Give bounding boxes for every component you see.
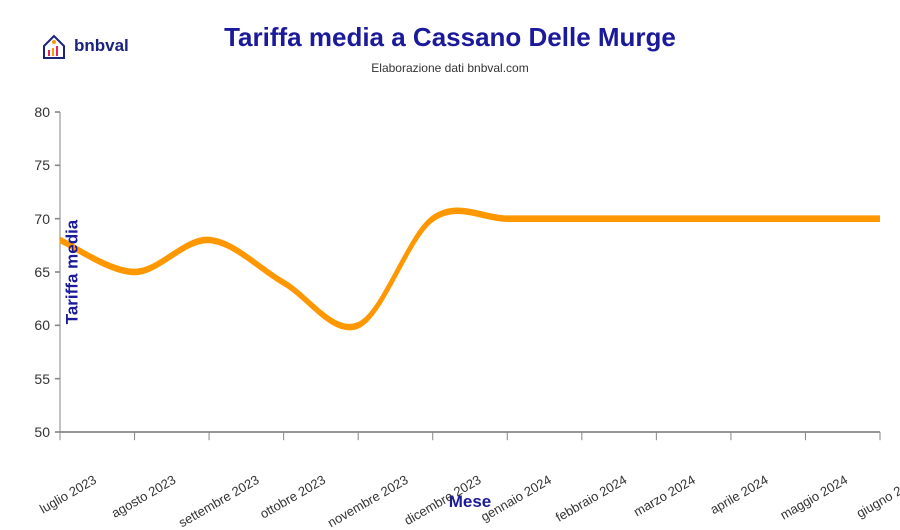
x-tick: settembre 2023 [176, 472, 262, 530]
chart-subtitle: Elaborazione dati bnbval.com [0, 61, 900, 75]
y-tick: 75 [20, 157, 50, 173]
x-tick: agosto 2023 [108, 472, 177, 521]
x-tick: giugno 2024 [854, 472, 900, 521]
chart-title: Tariffa media a Cassano Delle Murge [0, 22, 900, 53]
x-tick: aprile 2024 [707, 472, 770, 517]
chart-svg [60, 112, 880, 432]
y-tick: 50 [20, 424, 50, 440]
y-tick: 70 [20, 211, 50, 227]
x-tick: marzo 2024 [631, 472, 698, 519]
logo-text: bnbval [74, 36, 129, 56]
x-tick: febbraio 2024 [553, 472, 629, 525]
y-tick: 60 [20, 317, 50, 333]
y-tick: 55 [20, 371, 50, 387]
chart-container: Tariffa media Mese 50556065707580luglio … [60, 112, 880, 432]
y-axis-label: Tariffa media [62, 220, 82, 325]
logo: bnbval [40, 32, 129, 60]
x-tick: luglio 2023 [37, 472, 99, 516]
x-tick: novembre 2023 [325, 472, 411, 530]
x-tick: maggio 2024 [778, 472, 851, 523]
y-tick: 65 [20, 264, 50, 280]
x-tick: ottobre 2023 [257, 472, 328, 521]
y-tick: 80 [20, 104, 50, 120]
house-icon [40, 32, 68, 60]
